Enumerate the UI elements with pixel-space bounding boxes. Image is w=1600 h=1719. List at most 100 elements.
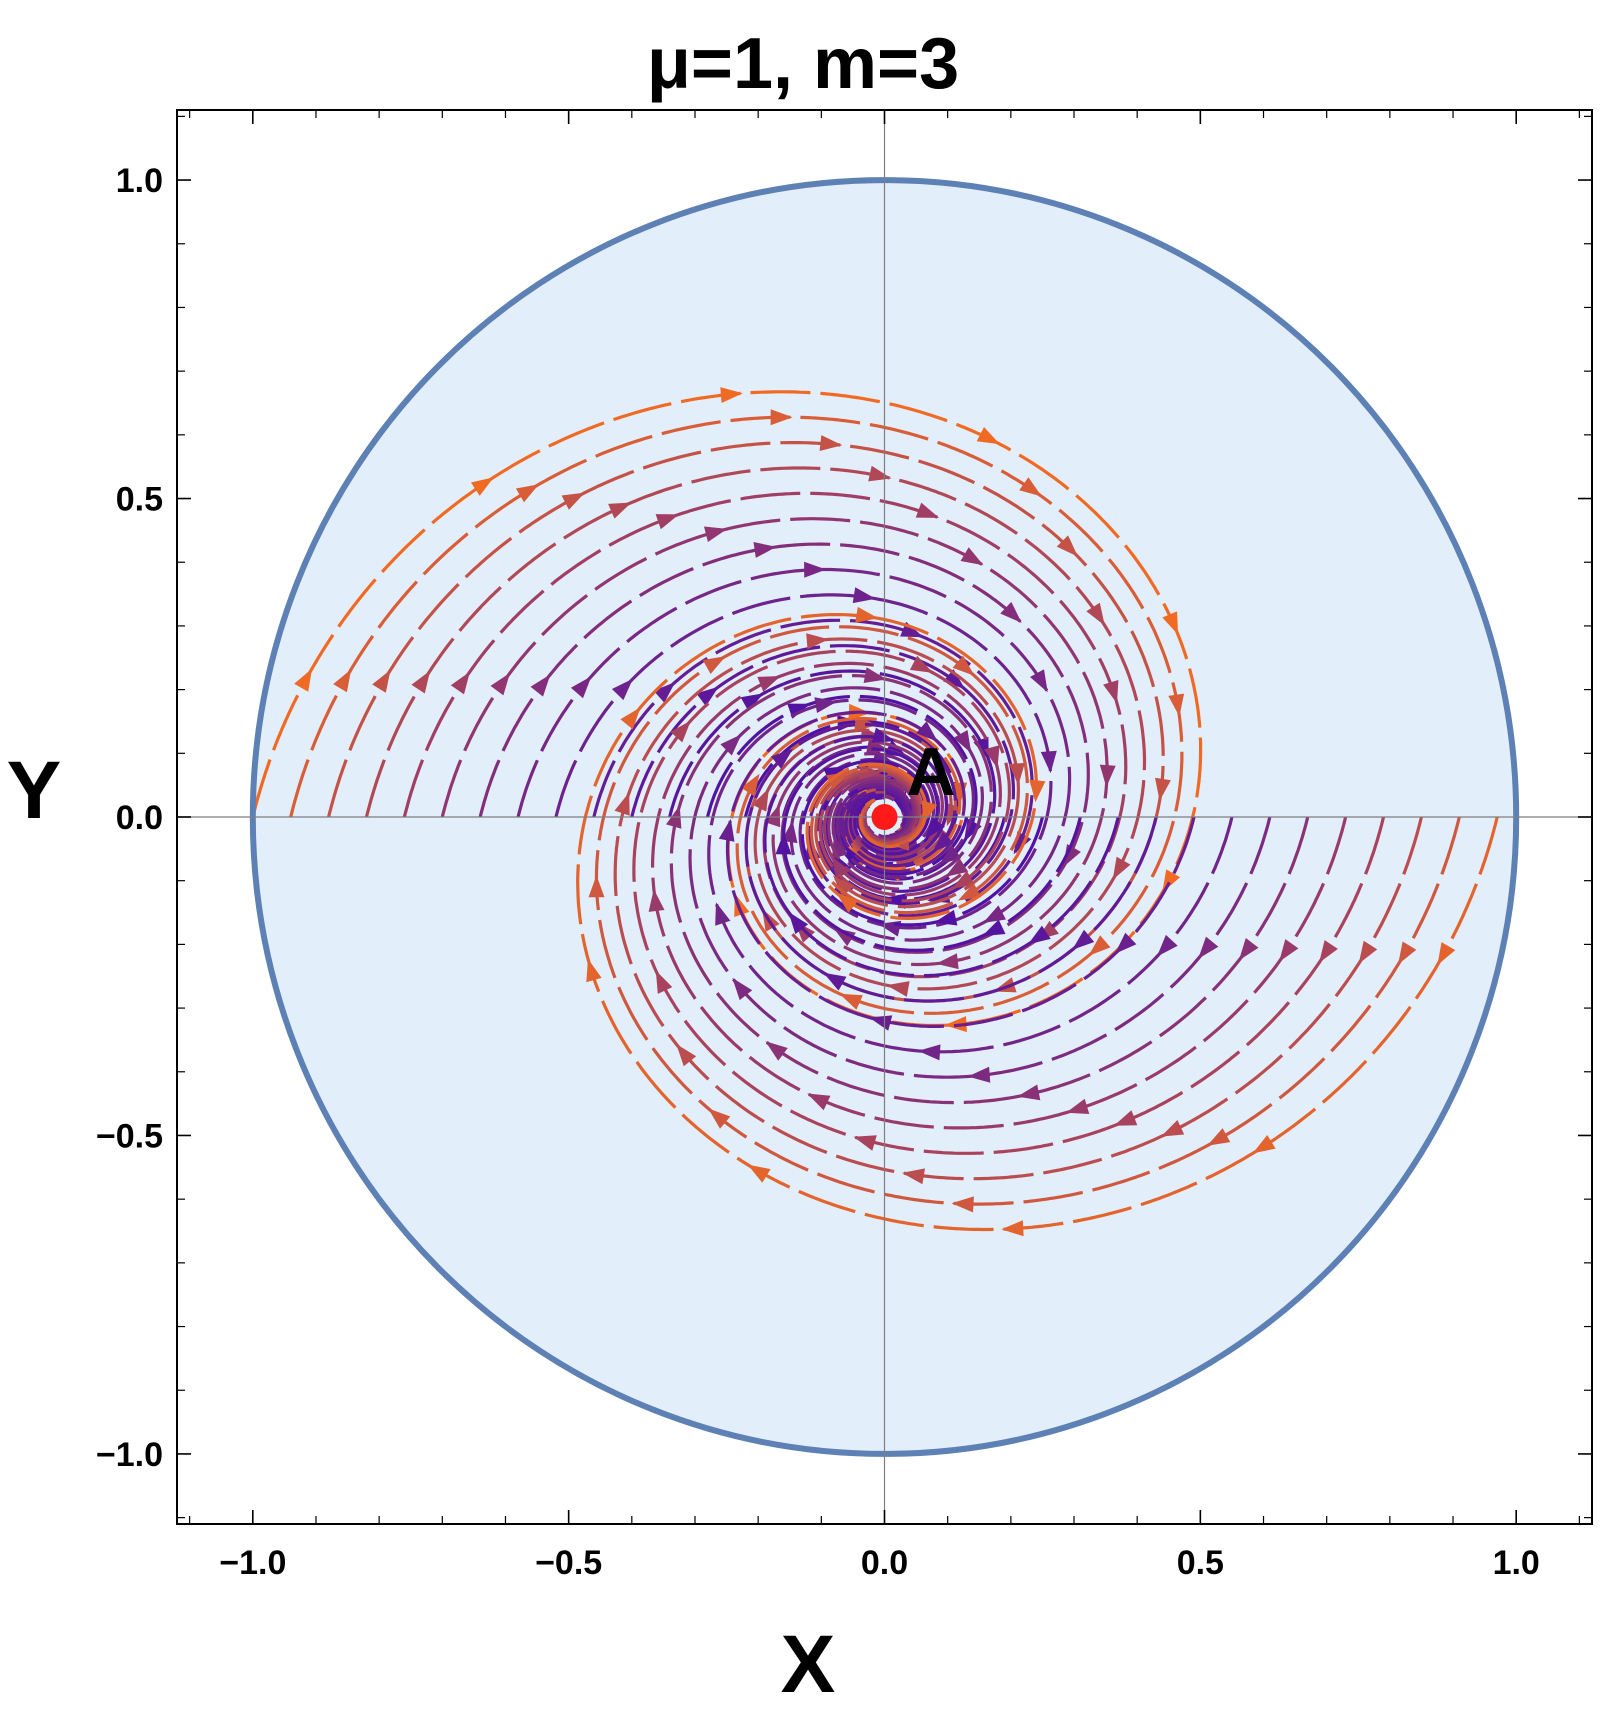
x-tick-label: −0.5: [535, 1544, 602, 1582]
streamline: [651, 661, 1348, 1130]
stream-arrow: [770, 409, 793, 426]
stream-arrow: [831, 813, 847, 837]
x-tick-label: −1.0: [219, 1544, 286, 1582]
stream-arrow: [960, 547, 984, 566]
stream-arrow: [853, 1135, 877, 1151]
stream-arrow: [294, 668, 312, 692]
stream-arrow: [1040, 750, 1057, 774]
stream-arrow: [586, 958, 602, 983]
y-tick-label: 0.0: [116, 799, 163, 837]
x-tick-label: 1.0: [1493, 1544, 1540, 1582]
stream-arrow: [915, 502, 940, 518]
x-tick-label: 0.5: [1177, 1544, 1224, 1582]
stream-arrow: [620, 707, 641, 730]
stream-arrow: [886, 981, 910, 997]
stream-arrow: [984, 745, 1000, 769]
y-tick-label: −0.5: [96, 1117, 163, 1155]
stream-arrow: [869, 1015, 893, 1031]
streamline: [364, 466, 1147, 991]
streamline: [800, 759, 1044, 927]
stream-arrow: [953, 730, 972, 754]
stream-arrow: [655, 970, 673, 994]
stream-arrow: [1358, 940, 1378, 964]
stream-arrow: [833, 927, 856, 947]
streamline: [440, 517, 1109, 967]
stream-arrow: [788, 911, 809, 935]
stream-arrow: [450, 671, 470, 695]
stream-arrow: [1008, 762, 1025, 786]
stream-arrow: [925, 822, 947, 845]
stream-arrow: [951, 1196, 974, 1213]
stream-arrow: [945, 858, 969, 877]
stream-arrow: [1162, 611, 1179, 635]
stream-arrow: [1030, 669, 1048, 693]
stream-arrow: [718, 818, 735, 842]
stream-arrow: [570, 676, 592, 699]
stream-arrow: [732, 977, 753, 1001]
stream-arrow: [819, 435, 843, 451]
x-axis-title: X: [781, 1619, 836, 1710]
stream-arrow: [852, 587, 876, 604]
stream-arrow: [855, 606, 879, 623]
stream-arrow: [588, 875, 605, 898]
stream-arrow: [530, 674, 551, 697]
stream-arrow: [734, 893, 750, 917]
stream-arrow: [833, 875, 854, 897]
stream-arrow: [648, 889, 665, 912]
stream-arrow: [1437, 942, 1456, 966]
stream-arrow: [1160, 1120, 1185, 1137]
stream-arrow: [884, 893, 908, 909]
stream-arrow: [1207, 1128, 1231, 1146]
stream-arrow: [1238, 938, 1259, 961]
y-tick-label: 0.5: [116, 481, 163, 519]
stream-arrow: [823, 972, 847, 991]
stream-arrow: [740, 693, 764, 712]
stream-arrow: [1028, 925, 1051, 945]
stream-arrow: [967, 1066, 991, 1083]
stream-arrow: [1168, 693, 1185, 717]
stream-arrow: [804, 561, 827, 578]
streamline: [744, 722, 1158, 1003]
streamline: [838, 783, 969, 876]
stream-arrow: [765, 803, 781, 828]
stream-arrow: [775, 832, 792, 855]
stream-arrow: [1000, 601, 1022, 623]
stream-arrow: [696, 686, 719, 707]
stream-arrow: [1115, 932, 1137, 954]
stream-arrow: [741, 773, 760, 797]
stream-arrow: [757, 676, 781, 692]
stream-arrow: [958, 883, 982, 901]
stream-arrow: [333, 669, 352, 693]
y-tick-label: 1.0: [116, 162, 163, 200]
stream-arrow: [982, 919, 1006, 937]
streamline: [706, 694, 978, 881]
chart-title: μ=1, m=3: [647, 24, 959, 104]
stream-arrow: [952, 655, 975, 676]
stream-arrow: [1088, 935, 1111, 956]
stream-arrow: [831, 856, 850, 880]
stream-arrow: [839, 993, 863, 1010]
stream-arrow: [1279, 939, 1299, 962]
stream-arrow: [771, 748, 793, 769]
stream-arrow: [1252, 1135, 1276, 1154]
stream-arrow: [1398, 941, 1417, 965]
stream-arrow: [807, 1093, 831, 1111]
stream-arrow: [752, 788, 769, 812]
stream-arrow: [715, 902, 731, 926]
stream-arrow: [921, 800, 938, 824]
stream-arrow: [1072, 929, 1095, 950]
stream-arrow: [1017, 1084, 1041, 1101]
streamline: [632, 649, 1386, 1155]
stream-arrow: [1029, 779, 1046, 803]
stream-arrow: [934, 909, 958, 926]
stream-arrow: [653, 682, 676, 703]
stream-arrow: [1156, 934, 1178, 957]
stream-arrow: [925, 817, 945, 840]
stream-arrow: [814, 697, 838, 713]
stream-arrow: [932, 831, 954, 853]
stream-arrow: [902, 1168, 925, 1185]
stream-arrow: [608, 502, 632, 519]
critical-point-label: A: [907, 734, 956, 810]
